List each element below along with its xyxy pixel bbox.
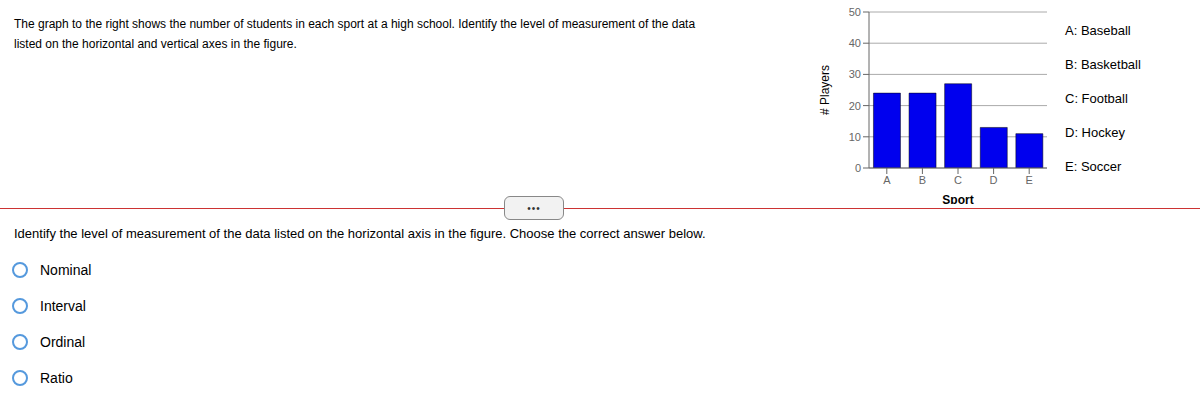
html-text:E: Soccer: E: Soccer	[1065, 159, 1122, 174]
svg-text:D: D	[990, 174, 998, 186]
html-text:B: Basketball: B: Basketball	[1065, 57, 1141, 72]
svg-text:B: B	[919, 174, 926, 186]
svg-text:30: 30	[849, 68, 861, 80]
html-text:Ratio: Ratio	[40, 370, 73, 386]
svg-text:E: E	[1026, 174, 1033, 186]
html-text:Ordinal: Ordinal	[40, 334, 86, 350]
html-text:C: Football: C: Football	[1065, 91, 1128, 106]
svg-text:50: 50	[849, 6, 861, 18]
html-text:A: Baseball: A: Baseball	[1065, 23, 1131, 38]
html-text:Interval: Interval	[40, 298, 86, 314]
svg-text:C: C	[954, 174, 962, 186]
svg-text:10: 10	[849, 131, 861, 143]
html-text:Identify the level of measurem: Identify the level of measurement of the…	[14, 226, 706, 241]
svg-text:Sport: Sport	[942, 193, 973, 204]
svg-text:A: A	[883, 174, 891, 186]
html-text:D: Hockey: D: Hockey	[1065, 125, 1125, 140]
svg-text:40: 40	[849, 37, 861, 49]
html-text:listed on the horizontal and v: listed on the horizontal and vertical ax…	[14, 37, 297, 51]
html-text:The graph to the right shows t: The graph to the right shows the number …	[14, 17, 696, 31]
svg-text:# Players: # Players	[818, 65, 832, 115]
html-text:Nominal: Nominal	[40, 262, 92, 278]
svg-text:0: 0	[855, 162, 861, 174]
svg-text:20: 20	[849, 100, 861, 112]
